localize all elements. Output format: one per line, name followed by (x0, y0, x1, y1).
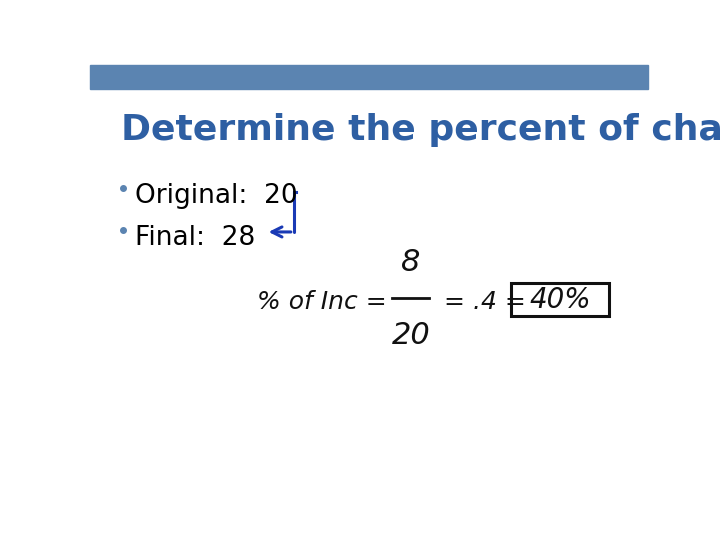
Text: % of Inc =: % of Inc = (258, 290, 395, 314)
Bar (90, 65, 648, 89)
Text: 40%: 40% (529, 286, 591, 314)
FancyBboxPatch shape (511, 283, 609, 316)
Text: Original:  20: Original: 20 (135, 183, 297, 210)
Text: 20: 20 (392, 321, 431, 349)
Text: 8: 8 (401, 248, 420, 277)
Text: = .4 =: = .4 = (436, 290, 526, 314)
Text: Determine the percent of change:: Determine the percent of change: (121, 113, 720, 147)
Text: Final:  28: Final: 28 (135, 225, 255, 251)
